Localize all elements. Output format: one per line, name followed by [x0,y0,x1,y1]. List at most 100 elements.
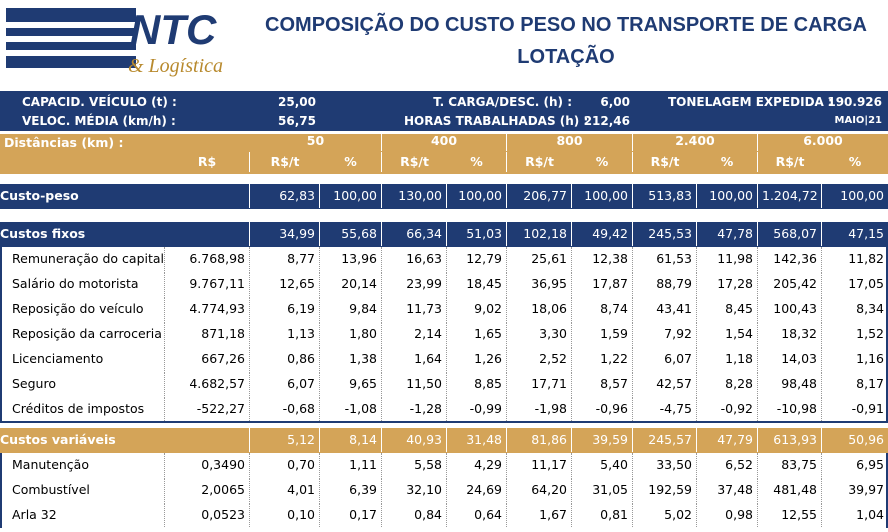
cost-value: 513,83 [633,184,697,208]
logo-name: NTC [130,6,217,53]
cost-value: -0,99 [447,397,507,421]
cost-value: 0,70 [250,453,320,477]
row-label: Créditos de impostos [0,397,165,421]
row-border [0,322,888,347]
cost-value: 11,17 [507,453,572,477]
cost-value: 47,79 [697,428,758,452]
cost-value: 100,43 [758,297,822,321]
section-band [0,222,888,247]
cost-value: 55,68 [320,222,382,246]
cost-value: 51,03 [447,222,507,246]
cost-value: 6,39 [320,478,382,502]
cost-value: 49,42 [572,222,633,246]
section-band [0,428,888,453]
cost-value: 6,07 [250,372,320,396]
logo-sub: & Logística [128,55,223,77]
cost-value: 98,48 [758,372,822,396]
cost-value: 245,57 [633,428,697,452]
cost-value: -1,28 [382,397,447,421]
cost-value: -0,92 [697,397,758,421]
cost-value: 6,95 [856,457,884,472]
info-text: HORAS TRABALHADAS (h) : [404,114,589,128]
table-rule [0,421,888,423]
cost-value: 4.774,93 [165,297,250,321]
cost-value: 100,00 [572,184,633,208]
distance-band [0,134,888,174]
cost-value: 31,05 [572,478,633,502]
column-header: % [447,152,507,172]
info-text: 6,00 [600,95,630,109]
cost-value: 12,55 [758,503,822,527]
title: LOTAÇÃO [517,46,615,68]
row-label: Custos fixos [0,226,86,241]
cost-value: 47,15 [848,226,884,241]
distance-label: Distâncias (km) : [4,135,124,150]
cost-value: 192,59 [633,478,697,502]
distance: 800 [507,131,633,151]
cost-value: 1,52 [856,326,884,341]
row-label: Custo-peso [0,188,79,203]
cost-value: 1,04 [856,507,884,522]
row-border [0,247,888,272]
cost-value: 23,99 [382,272,447,296]
title: COMPOSIÇÃO DO CUSTO PESO NO TRANSPORTE D… [265,14,867,36]
cost-value: 37,48 [697,478,758,502]
cost-value: 62,83 [250,184,320,208]
cost-value: 4.682,57 [165,372,250,396]
cost-value: 1,22 [572,347,633,371]
cost-value: 613,93 [758,428,822,452]
row-border [0,503,888,528]
column-header: R$/t [400,154,429,169]
cost-value: 8,85 [447,372,507,396]
cost-value: 100,00 [447,184,507,208]
cost-value: 17,28 [697,272,758,296]
distance: 2.400 [633,131,758,151]
cost-value: 206,77 [507,184,572,208]
cost-value: 12,38 [572,247,633,271]
cost-value: 6.768,98 [165,247,250,271]
cost-value: 61,53 [633,247,697,271]
cost-value: 50,96 [848,432,884,447]
cost-value: 1,65 [447,322,507,346]
cost-value: 205,42 [758,272,822,296]
cost-value: 100,00 [697,184,758,208]
cost-value: 1,13 [250,322,320,346]
row-label: Salário do motorista [0,272,165,296]
cost-value: 9.767,11 [165,272,250,296]
cost-value: 6,19 [250,297,320,321]
cost-value: 1,80 [320,322,382,346]
column-header: R$/t [525,154,554,169]
column-header: % [697,152,758,172]
cost-value: -522,27 [165,397,250,421]
info-text: CAPACID. VEÍCULO (t) : [22,95,177,109]
cost-value: 2,52 [507,347,572,371]
info-text: 212,46 [583,114,630,128]
row-label: Arla 32 [0,503,165,527]
cost-value: 0,98 [697,503,758,527]
row-border [0,453,888,478]
cost-value: 871,18 [165,322,250,346]
cost-value: 83,75 [758,453,822,477]
cost-value: 17,87 [572,272,633,296]
cost-value: -0,91 [851,401,884,416]
row-label: Seguro [0,372,165,396]
cost-value: 66,34 [382,222,447,246]
info-band [0,91,888,131]
cost-value: 0,64 [447,503,507,527]
cost-value: 0,3490 [165,453,250,477]
cost-value: 43,41 [633,297,697,321]
cost-value: 1,38 [320,347,382,371]
cost-value: 39,97 [848,482,884,497]
empty-cell [165,222,250,246]
cost-value: 2,0065 [165,478,250,502]
cost-value: 2,14 [382,322,447,346]
cost-value: 0,84 [382,503,447,527]
cost-value: 40,93 [382,428,447,452]
distance: 400 [382,131,507,151]
cost-value: 64,20 [507,478,572,502]
column-header: R$/t [650,154,680,169]
cost-value: 1,18 [697,347,758,371]
cost-value: -0,96 [572,397,633,421]
cost-value: 17,71 [507,372,572,396]
